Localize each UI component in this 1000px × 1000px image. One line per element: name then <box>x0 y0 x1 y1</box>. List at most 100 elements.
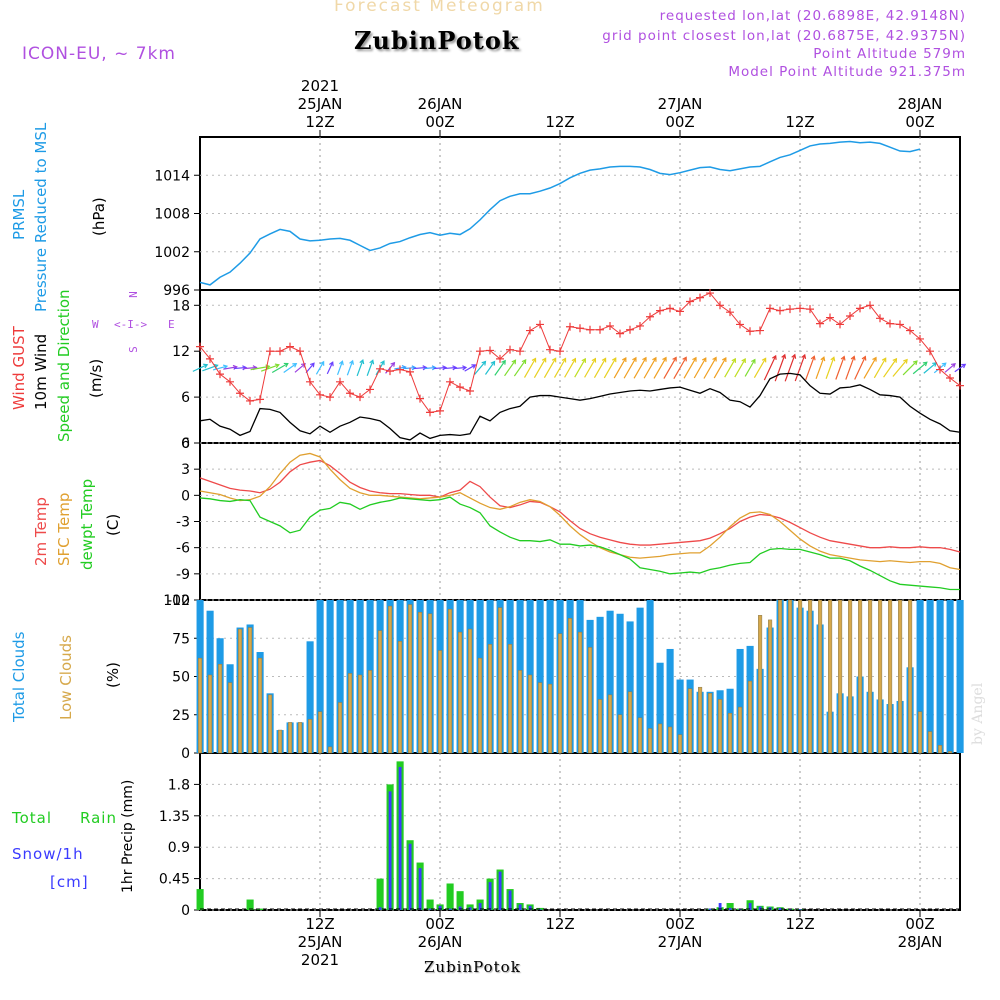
wind-arrow-shaft <box>902 360 918 376</box>
wind-direction-arrow <box>805 355 816 380</box>
wind-direction-arrow <box>623 356 637 379</box>
wind-arrow-shaft <box>223 366 237 370</box>
wind-arrow-head <box>892 357 898 363</box>
wind-gust-marker <box>226 377 234 386</box>
wind-gust-marker <box>946 373 954 382</box>
wind-direction-arrow <box>513 359 527 377</box>
wind-arrow-shaft <box>366 360 374 376</box>
wind-arrow-head <box>541 357 547 363</box>
low-cloud-bar <box>488 644 493 754</box>
total-cloud-bar <box>736 648 744 753</box>
wind-arrow-head <box>283 362 289 368</box>
y-tick-label: 50 <box>172 670 190 686</box>
snow-bar <box>708 908 712 910</box>
wind-gust-marker <box>446 377 454 386</box>
wind-arrow-head <box>850 355 856 361</box>
y-tick-label: -3 <box>176 515 190 531</box>
y-tick-label: 25 <box>172 708 190 724</box>
wind-gust-marker <box>396 365 404 374</box>
wind-gust-marker <box>956 381 964 390</box>
y-tick-label: 3 <box>181 462 190 478</box>
wind-arrow-shaft <box>835 356 845 380</box>
low-cloud-bar <box>908 599 913 754</box>
wind-direction-arrow <box>693 357 707 379</box>
wind-gust-marker <box>546 345 554 354</box>
wind-gust-marker <box>836 320 844 329</box>
wind-arrow-shaft <box>523 358 537 378</box>
wind-arrow-head <box>501 359 506 365</box>
rain-bar <box>256 908 264 910</box>
wind-gust-marker <box>606 321 614 330</box>
wind-arrow-shaft <box>763 355 777 381</box>
wind-arrow-head <box>801 353 807 360</box>
wind-arrow-head <box>872 356 877 362</box>
pressure-line <box>199 140 921 286</box>
wind-gust-marker <box>756 326 764 335</box>
low-cloud-bar <box>298 722 303 754</box>
wind-arrow-head <box>672 356 677 362</box>
top-time-label: 12Z <box>785 113 814 131</box>
temp-dewpt-line <box>199 496 960 591</box>
wind-gust-marker <box>516 347 524 356</box>
wind-arrow-shaft <box>873 357 887 379</box>
wind-arrow-shaft <box>346 360 354 376</box>
wind-direction-arrow <box>713 356 727 379</box>
wind-direction-arrow <box>564 357 577 378</box>
wind-direction-arrow <box>271 362 289 374</box>
wind-arrow-shaft <box>243 366 257 370</box>
total-cloud-bar <box>536 600 544 753</box>
bottom-time-label: 12Z <box>305 915 334 933</box>
wind-arrow-head <box>751 358 756 364</box>
y-tick-label: 996 <box>163 283 190 299</box>
wind-direction-arrow <box>883 357 898 378</box>
low-cloud-bar <box>658 723 663 754</box>
wind-arrow-shaft <box>504 359 516 377</box>
wind-arrow-shaft <box>753 358 767 379</box>
wind-direction-arrow <box>902 360 918 376</box>
wind-gust-marker <box>236 389 244 398</box>
wind-gust-marker <box>656 306 664 315</box>
footer-station: ZubinPotok <box>424 958 521 976</box>
low-cloud-bar <box>768 619 773 754</box>
wind-arrow-shaft <box>693 357 707 379</box>
wind-arrow-shaft <box>805 356 815 380</box>
total-cloud-bar <box>616 613 624 753</box>
wind-arrow-shaft <box>494 360 506 376</box>
wind-gust-marker <box>556 347 564 356</box>
wind-gust-marker <box>496 354 504 363</box>
wind-arrow-shaft <box>553 358 567 378</box>
model-label: ICON-EU, ~ 7km <box>22 44 176 64</box>
total-cloud-bar <box>336 600 344 753</box>
precip-snow-label: Snow/1h <box>12 845 84 863</box>
wind-arrow-shaft <box>326 361 334 375</box>
station-name: ZubinPotok <box>354 26 520 55</box>
wind-arrow-head <box>791 353 797 359</box>
wind-arrow-shaft <box>815 357 825 380</box>
low-cloud-bar <box>448 608 453 754</box>
top-time-label: 28JAN <box>898 95 943 113</box>
wind-speed-line <box>199 372 961 441</box>
wind-direction-arrow <box>863 356 877 379</box>
low-cloud-bar <box>598 699 603 754</box>
wind-direction-arrow <box>584 357 597 378</box>
compass-west: W <box>92 318 99 331</box>
wind-arrow-head <box>692 356 697 362</box>
wind-direction-arrow <box>260 363 280 372</box>
compass-east: E <box>168 318 175 331</box>
y-tick-label: 6 <box>181 436 190 452</box>
wind-gust-marker <box>746 327 754 336</box>
wind-arrow-head <box>781 353 787 359</box>
wind-gust-marker <box>266 347 274 356</box>
low-cloud-bar <box>918 711 923 754</box>
low-cloud-bar <box>718 699 723 754</box>
wind-gust-marker <box>616 329 624 338</box>
wind-arrow-shaft <box>784 354 796 382</box>
wind-arrow-head <box>349 359 354 365</box>
low-cloud-bar <box>338 702 343 754</box>
precip-rain-label: Rain <box>80 809 117 827</box>
snow-bar <box>538 909 542 910</box>
wind-arrow-head <box>401 365 407 371</box>
top-time-label: 12Z <box>545 113 574 131</box>
wind-arrow-shaft <box>653 357 667 379</box>
wind-arrow-head <box>431 365 437 371</box>
